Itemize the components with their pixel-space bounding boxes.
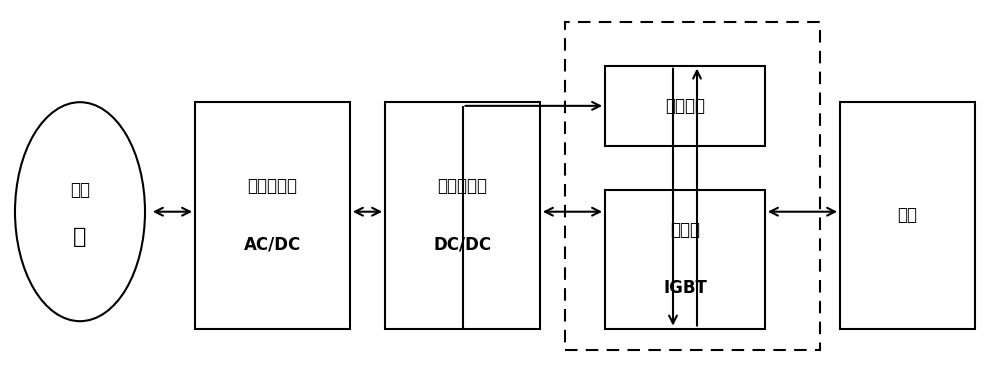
Text: 储能变流器: 储能变流器	[438, 177, 488, 195]
Text: 储能变流器: 储能变流器	[248, 177, 298, 195]
Text: 控制模块: 控制模块	[665, 97, 705, 115]
Bar	[605, 190, 765, 328]
Bar	[195, 102, 350, 328]
Bar	[605, 66, 765, 146]
Bar	[840, 102, 975, 328]
Text: ～: ～	[73, 227, 87, 247]
Bar	[565, 22, 820, 350]
Text: 电池: 电池	[898, 206, 918, 224]
Text: DC/DC: DC/DC	[433, 235, 492, 254]
Text: IGBT: IGBT	[663, 279, 707, 297]
Text: 电网: 电网	[70, 181, 90, 199]
Bar	[385, 102, 540, 328]
Text: AC/DC: AC/DC	[244, 235, 301, 254]
Text: 反并联: 反并联	[670, 221, 700, 239]
